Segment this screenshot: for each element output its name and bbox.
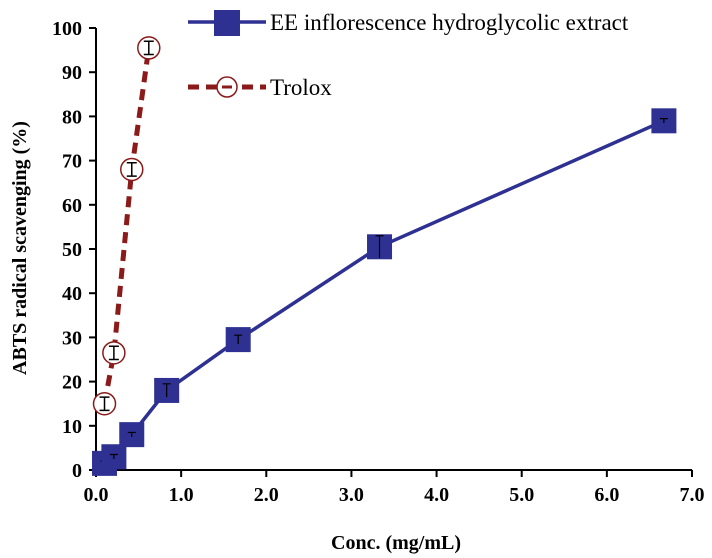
- y-tick-label: 10: [62, 416, 82, 438]
- error-bar: [99, 396, 110, 412]
- y-tick-label: 50: [62, 239, 82, 261]
- x-tick-label: 0.0: [84, 484, 109, 506]
- y-tick-label: 40: [62, 283, 82, 305]
- error-bar: [659, 118, 668, 124]
- y-tick-label: 0: [72, 460, 82, 482]
- error-bar: [375, 235, 384, 258]
- x-tick-label: 3.0: [339, 484, 364, 506]
- legend-label-extract: EE inflorescence hydroglycolic extract: [270, 10, 629, 35]
- series-layer: [92, 36, 677, 476]
- error-bar: [162, 383, 171, 398]
- x-tick-label: 2.0: [254, 484, 279, 506]
- y-tick-label: 60: [62, 195, 82, 217]
- x-tick-label: 4.0: [424, 484, 449, 506]
- x-axis-ticks: 0.0 1.0 2.0 3.0 4.0 5.0 6.0 7.0: [84, 470, 705, 506]
- y-tick-label: 100: [52, 18, 82, 40]
- x-tick-label: 1.0: [169, 484, 194, 506]
- legend-marker-extract: [214, 10, 240, 36]
- error-bar: [234, 334, 243, 345]
- series-line: [103, 119, 665, 465]
- series-trolox: [92, 36, 161, 416]
- error-bar: [127, 431, 136, 437]
- y-tick-label: 90: [62, 62, 82, 84]
- y-tick-label: 20: [62, 372, 82, 394]
- y-tick-label: 70: [62, 151, 82, 173]
- axes: [95, 28, 692, 471]
- x-tick-label: 7.0: [680, 484, 705, 506]
- error-bar: [126, 162, 137, 177]
- x-tick-label: 5.0: [509, 484, 534, 506]
- error-bar: [108, 345, 119, 361]
- y-tick-label: 30: [62, 327, 82, 349]
- y-tick-label: 80: [62, 106, 82, 128]
- error-bar: [109, 453, 118, 459]
- error-bar: [143, 40, 154, 56]
- x-axis-title: Conc. (mg/mL): [331, 532, 461, 554]
- series-extract: [92, 108, 677, 476]
- series-line: [102, 47, 152, 405]
- y-axis-ticks: 0 10 20 30 40 50 60 70 80 90 100: [52, 18, 96, 482]
- legend: EE inflorescence hydroglycolic extract Tr…: [188, 10, 629, 100]
- legend-label-trolox: Trolox: [270, 75, 332, 100]
- y-axis-title: ABTS radical scavenging (%): [9, 121, 31, 375]
- x-tick-label: 6.0: [594, 484, 619, 506]
